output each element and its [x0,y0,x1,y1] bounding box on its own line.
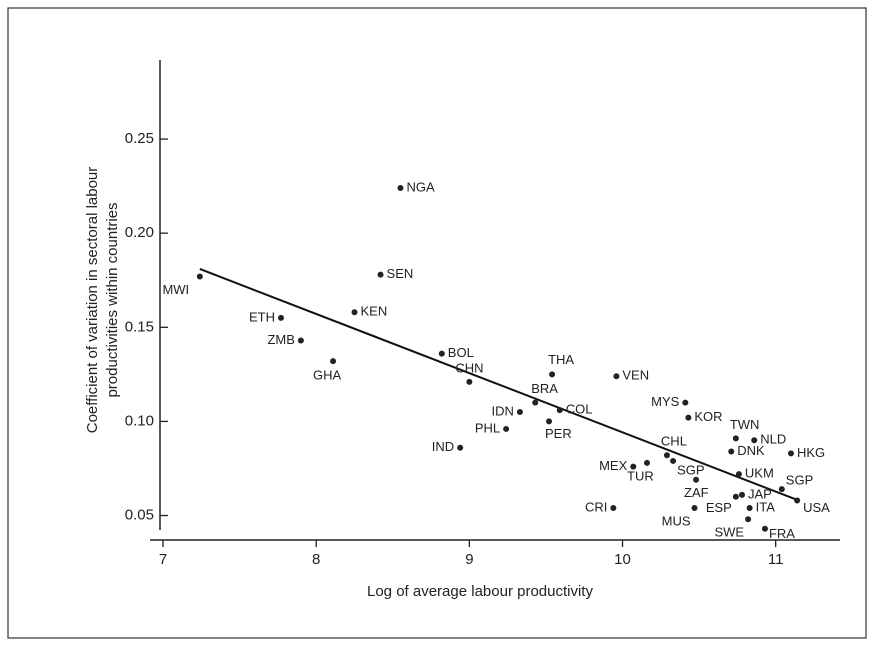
point-label: MEX [599,458,628,473]
y-tick-label: 0.25 [125,130,154,147]
x-tick-label: 10 [614,551,631,568]
point [351,309,358,316]
y-tick-label: 0.20 [125,224,154,241]
point-label: ETH [249,309,275,324]
point-label: UKM [745,466,774,481]
point [751,437,758,444]
point [644,459,651,466]
point-label: GHA [313,368,342,383]
point [503,425,510,432]
point [732,493,739,500]
point-label: PHL [475,420,500,435]
point-label: MWI [162,282,189,297]
point-label: MYS [651,394,680,409]
point [630,463,637,470]
trend-line [199,268,800,502]
point [397,185,404,191]
x-tick-label: 8 [312,551,320,568]
point [745,516,752,523]
x-tick-label: 7 [159,551,167,568]
point [670,457,677,464]
point-label: THA [548,352,574,367]
point-label: SEN [387,266,414,281]
point [691,505,698,511]
point-label: IND [432,439,454,454]
point-label: USA [803,500,830,515]
point [778,486,785,493]
point-label: KOR [694,409,722,424]
point-label: FRA [769,526,795,541]
point [732,435,739,442]
point-label: SWE [714,525,744,540]
point-label: SGP [677,462,704,477]
x-axis-label: Log of average labour productivity [367,583,593,600]
point [457,444,464,451]
point-label: BOL [448,345,474,360]
point [794,497,801,504]
x-tick-label: 11 [768,551,784,568]
point-label: TWN [730,417,760,432]
point [556,407,563,414]
y-tick-label: 0.15 [125,318,154,335]
point-label: BRA [531,381,558,396]
point [297,337,304,344]
point [516,409,523,415]
point [728,448,735,455]
point [693,476,700,483]
point-label: ESP [706,500,732,515]
point [738,491,745,498]
point-label: MUS [662,513,691,528]
point [613,373,620,380]
point [549,371,556,378]
point-label: TUR [627,468,654,483]
point-label: COL [566,402,593,417]
point-label: ZMB [267,332,294,347]
point [330,358,337,365]
point-label: CHN [455,360,483,375]
x-tick-label: 9 [465,551,473,568]
point [685,414,692,421]
point [735,471,742,478]
frame [7,7,867,639]
point-label: NLD [760,432,786,447]
point-label: IDN [492,403,514,418]
point-label: ZAF [684,485,709,500]
y-axis-label: Coefficient of variation in sectoral lab… [84,167,101,434]
point [196,273,203,280]
point [466,378,473,385]
point [438,350,445,357]
point [682,399,689,406]
point [746,505,753,511]
point-label: CHL [661,434,687,449]
point-label: HKG [797,445,825,460]
y-axis-label: productivities within countries [104,202,121,397]
point-label: KEN [361,304,388,319]
point-label: NGA [406,179,435,194]
point-label: VEN [622,368,649,383]
point-label: JAP [748,486,772,501]
point-label: SGP [786,473,813,488]
point [761,525,768,532]
y-tick-label: 0.10 [125,412,154,429]
point-label: DNK [737,443,765,458]
point-label: PER [545,426,572,441]
point [532,399,539,406]
point-label: ITA [756,499,776,514]
point-label: CRI [585,499,607,514]
point [787,450,794,457]
point [663,452,670,459]
y-tick-label: 0.05 [125,506,154,523]
point [546,418,553,425]
point [277,314,284,321]
point [377,271,384,278]
point [610,505,617,511]
